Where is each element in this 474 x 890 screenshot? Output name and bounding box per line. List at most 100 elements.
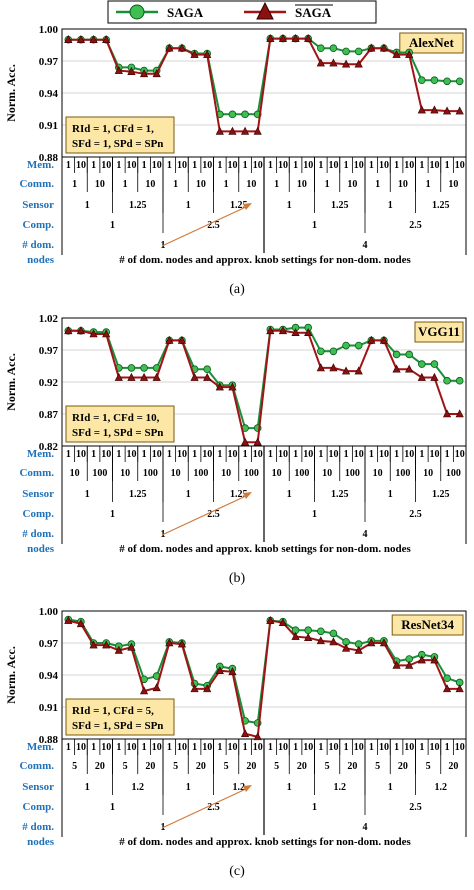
y-tick-label: 0.97 bbox=[39, 345, 59, 357]
category-label: 10 bbox=[278, 742, 288, 753]
category-label: 10 bbox=[177, 160, 187, 171]
category-label: 1 bbox=[293, 742, 298, 753]
category-label: 10 bbox=[322, 468, 332, 479]
category-label: 1 bbox=[394, 742, 399, 753]
row-header: # dom. bbox=[22, 239, 54, 251]
category-label: 1 bbox=[325, 179, 330, 190]
category-label: 10 bbox=[379, 160, 389, 171]
category-label: 1.2 bbox=[132, 782, 145, 793]
data-point-saga-bar bbox=[127, 642, 136, 651]
category-label: 10 bbox=[202, 449, 212, 460]
data-point-saga-bar bbox=[240, 126, 250, 135]
category-label: 5 bbox=[426, 761, 431, 772]
category-label: 1 bbox=[186, 200, 191, 211]
category-label: 20 bbox=[448, 761, 458, 772]
category-label: 10 bbox=[423, 468, 433, 479]
data-point-saga-bar bbox=[278, 33, 288, 42]
category-label: 1.2 bbox=[233, 782, 246, 793]
row-header: # dom. bbox=[22, 528, 54, 540]
chart-panel-0: 1.00 0.97 0.94 0.91 0.88 Norm. Acc. AlexNet RId… bbox=[4, 24, 467, 297]
chart-panel-1: 1.02 0.97 0.92 0.87 0.82 Norm. Acc. VGG11 RId =… bbox=[4, 313, 467, 586]
category-label: 10 bbox=[76, 742, 86, 753]
category-label: 2.5 bbox=[409, 509, 422, 520]
data-point-saga-bar bbox=[203, 49, 212, 58]
category-label: 1 bbox=[217, 160, 222, 171]
category-label: 1 bbox=[268, 742, 273, 753]
settings-line: SFd = 1, SPd = SPn bbox=[72, 720, 163, 732]
category-label: 2.5 bbox=[409, 220, 422, 231]
data-point-saga-bar bbox=[367, 638, 376, 647]
category-label: 10 bbox=[152, 160, 162, 171]
settings-box bbox=[65, 116, 175, 154]
data-point-saga-bar bbox=[165, 335, 174, 344]
category-label: 10 bbox=[70, 468, 80, 479]
category-label: 100 bbox=[294, 468, 309, 479]
category-label: 20 bbox=[347, 761, 357, 772]
row-header: Comm. bbox=[19, 467, 54, 479]
category-label: 1 bbox=[419, 449, 424, 460]
data-point-saga bbox=[317, 347, 325, 356]
category-label: 1 bbox=[318, 742, 323, 753]
row-header: Mem. bbox=[27, 159, 54, 171]
data-point-saga-bar bbox=[76, 619, 86, 628]
category-label: 5 bbox=[72, 761, 77, 772]
category-label: 100 bbox=[446, 468, 461, 479]
category-label: 1 bbox=[167, 742, 172, 753]
category-label: 10 bbox=[177, 449, 187, 460]
data-point-saga bbox=[392, 350, 401, 359]
data-point-saga bbox=[430, 76, 439, 84]
y-tick-label: 0.97 bbox=[39, 56, 59, 68]
category-label: 2.5 bbox=[207, 509, 220, 520]
legend-frame bbox=[107, 0, 377, 24]
row-header: Mem. bbox=[27, 741, 54, 753]
category-label: 1 bbox=[91, 160, 96, 171]
category-label: 1 bbox=[217, 742, 222, 753]
category-label: 1 bbox=[318, 449, 323, 460]
row-header: Comp. bbox=[23, 508, 55, 520]
data-point-saga-bar bbox=[240, 729, 250, 737]
category-label: 1 bbox=[388, 200, 393, 211]
category-label: 2.5 bbox=[207, 220, 220, 231]
category-label: 1 bbox=[173, 179, 178, 190]
category-label: 1 bbox=[268, 449, 273, 460]
y-tick-label: 1.00 bbox=[39, 606, 59, 618]
category-label: 1 bbox=[243, 160, 248, 171]
category-label: 1 bbox=[388, 489, 393, 500]
category-label: 10 bbox=[177, 742, 187, 753]
model-title: VGG11 bbox=[418, 324, 460, 339]
category-label: 100 bbox=[92, 468, 107, 479]
category-label: 1 bbox=[116, 160, 121, 171]
category-label: 1.25 bbox=[432, 489, 450, 500]
category-label: 10 bbox=[253, 742, 263, 753]
data-point-saga-bar bbox=[341, 59, 351, 68]
data-point-saga-bar bbox=[139, 686, 149, 695]
data-point-saga bbox=[140, 364, 148, 372]
category-label: 1 bbox=[167, 449, 172, 460]
category-label: 100 bbox=[395, 468, 410, 479]
category-label: 10 bbox=[354, 742, 364, 753]
category-label: 100 bbox=[244, 468, 259, 479]
category-label: 10 bbox=[76, 160, 86, 171]
data-point-saga-bar bbox=[417, 655, 426, 664]
category-label: 1 bbox=[91, 449, 96, 460]
category-label: 10 bbox=[328, 449, 338, 460]
data-point-saga-bar bbox=[102, 640, 111, 649]
y-tick-label: 0.88 bbox=[39, 152, 59, 164]
data-point-saga bbox=[354, 341, 363, 350]
category-label: 1 bbox=[186, 782, 191, 793]
data-point-saga bbox=[418, 360, 426, 368]
data-point-saga-bar bbox=[215, 382, 224, 391]
x-axis-label: # of dom. nodes and approx. knob setting… bbox=[119, 836, 411, 848]
model-title-box bbox=[391, 614, 464, 636]
category-label: 10 bbox=[373, 468, 383, 479]
data-point-saga-bar bbox=[253, 732, 262, 741]
y-axis-label: Norm. Acc. bbox=[4, 64, 18, 122]
data-point-saga-bar bbox=[329, 363, 338, 372]
category-label: 10 bbox=[227, 449, 237, 460]
panel-caption: (a) bbox=[229, 282, 245, 297]
data-point-saga bbox=[405, 350, 413, 359]
data-point-saga-bar bbox=[114, 372, 123, 381]
row-header: Comm. bbox=[19, 760, 54, 772]
category-label: 1.25 bbox=[331, 200, 349, 211]
category-label: 1 bbox=[85, 489, 90, 500]
